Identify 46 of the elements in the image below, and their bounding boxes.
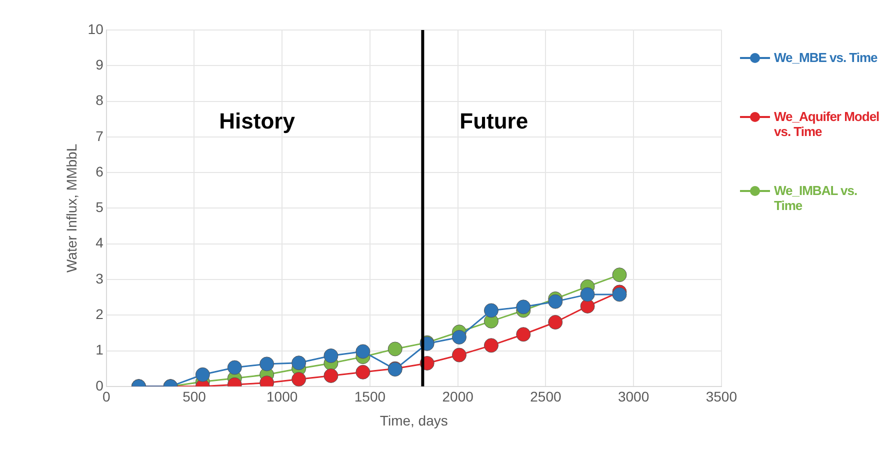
annotation: Future: [460, 108, 528, 134]
point: [580, 287, 595, 302]
point: [292, 356, 306, 370]
y-axis-title: Water Influx, MMbbL: [63, 144, 80, 273]
point: [452, 348, 466, 362]
point: [516, 327, 531, 342]
point: [292, 372, 306, 386]
point: [356, 364, 370, 380]
y-tick-label: 9: [96, 56, 104, 72]
x-tick-label: 2500: [530, 388, 562, 405]
x-tick-label: 1500: [354, 388, 386, 405]
point: [324, 348, 338, 363]
x-tick-label: 1000: [266, 388, 298, 405]
y-tick-label: 6: [96, 163, 104, 180]
point: [516, 300, 531, 314]
point: [452, 330, 466, 344]
point: [324, 368, 338, 383]
point: [388, 342, 402, 356]
y-tick-label: 4: [96, 234, 104, 251]
point: [195, 367, 210, 382]
point: [484, 303, 498, 318]
point: [356, 344, 370, 359]
y-tick-label: 7: [96, 128, 104, 144]
y-tick-label: 0: [96, 377, 104, 394]
point: [580, 298, 595, 314]
point: [260, 356, 274, 372]
legend-label: We_MBE vs. Time: [774, 50, 878, 65]
y-tick-label: 2: [96, 306, 104, 322]
legend-label: We_IMBAL vs. Time: [774, 183, 858, 213]
x-tick-label: 500: [182, 388, 206, 405]
point: [484, 338, 498, 353]
y-tick-label: 3: [96, 270, 104, 286]
x-tick-label: 3500: [706, 388, 738, 405]
point: [548, 294, 563, 309]
y-tick-label: 10: [88, 20, 104, 37]
point: [548, 315, 563, 330]
point: [227, 360, 242, 375]
annotation: History: [219, 108, 296, 134]
point: [612, 268, 627, 282]
y-tick-label: 1: [96, 342, 104, 358]
x-axis-title: Time, days: [380, 412, 448, 428]
legend-label: We_Aquifer Model vs. Time: [774, 109, 880, 139]
y-tick-label: 5: [96, 199, 104, 216]
y-tick-label: 8: [96, 92, 104, 108]
x-tick-label: 2000: [442, 388, 474, 405]
x-tick-label: 3000: [618, 388, 650, 405]
